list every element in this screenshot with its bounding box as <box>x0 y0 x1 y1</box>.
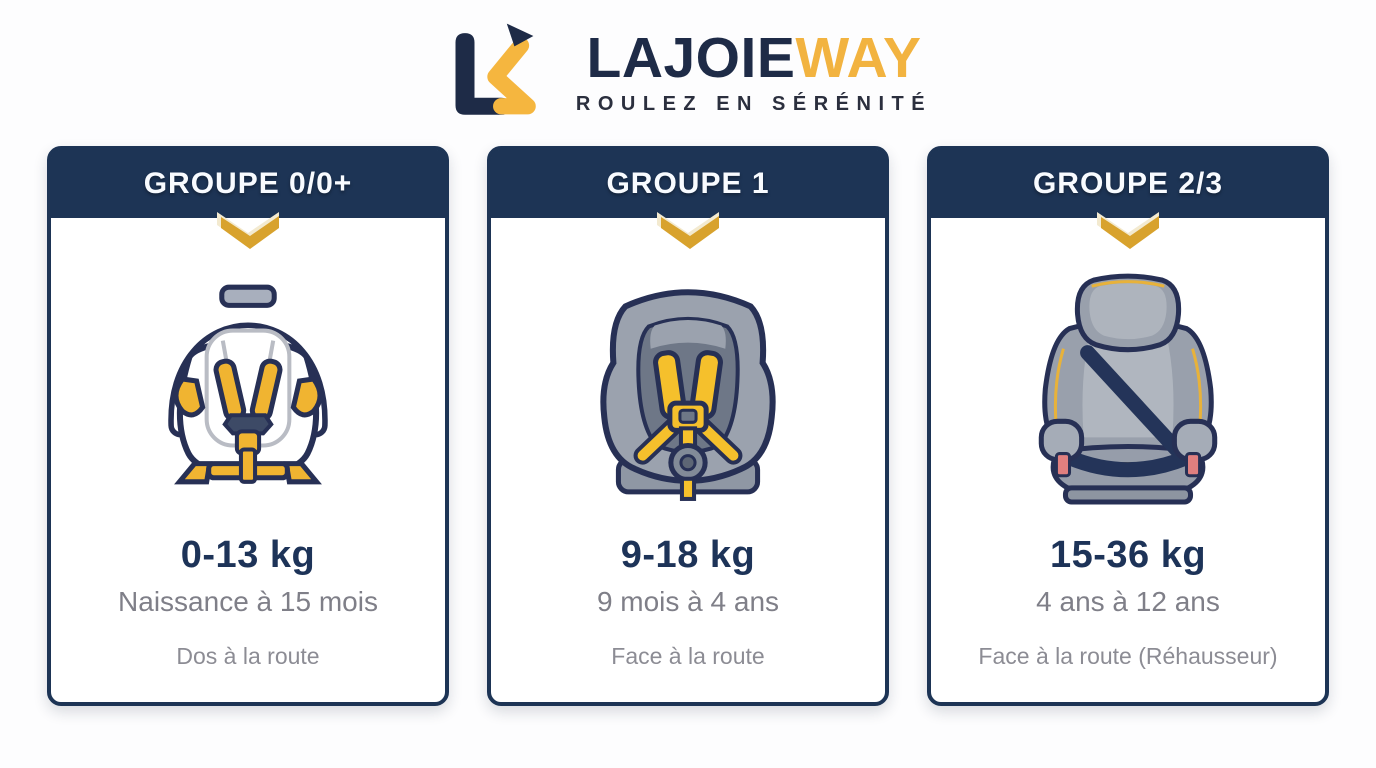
brand-name: LAJOIEWAY <box>587 30 922 87</box>
booster-seat-illustration <box>1038 273 1218 505</box>
orientation-label: Face à la route (Réhausseur) <box>978 643 1278 669</box>
orientation-label: Dos à la route <box>176 643 320 669</box>
orientation-label: Face à la route <box>611 643 765 669</box>
brand-tagline: ROULEZ EN SÉRÉNITÉ <box>575 93 933 115</box>
brand-text-block: LAJOIEWAY ROULEZ EN SÉRÉNITÉ <box>576 30 932 116</box>
card-body: 9-18 kg 9 mois à 4 ans Face à la route <box>491 264 885 670</box>
group-title: GROUPE 2/3 <box>1032 167 1224 200</box>
card-header: GROUPE 1 <box>491 150 885 218</box>
weight-range: 15-36 kg <box>1049 534 1207 576</box>
brand-logo: LAJOIEWAY ROULEZ EN SÉRÉNITÉ <box>0 0 1376 146</box>
chevron-down-icon <box>1097 212 1159 249</box>
brand-logo-route-icon <box>455 23 536 115</box>
card-header: GROUPE 0/0+ <box>51 150 445 218</box>
chevron-down-icon <box>657 212 719 249</box>
weight-range: 9-18 kg <box>620 534 756 576</box>
brand-name-secondary: WAY <box>795 26 922 90</box>
age-range: 9 mois à 4 ans <box>596 586 780 617</box>
card-body: 0-13 kg Naissance à 15 mois Dos à la rou… <box>51 264 445 670</box>
card-body: 15-36 kg 4 ans à 12 ans Face à la route … <box>931 264 1325 670</box>
card-groupe-1: GROUPE 1 <box>487 146 889 706</box>
weight-range: 0-13 kg <box>180 534 316 576</box>
brand-name-primary: LAJOIE <box>586 26 796 90</box>
chevron-down-icon <box>217 212 279 249</box>
age-range: Naissance à 15 mois <box>118 586 378 617</box>
forward-facing-seat-illustration <box>600 289 776 501</box>
group-title: GROUPE 1 <box>606 167 770 200</box>
card-groupe-0: GROUPE 0/0+ <box>47 146 449 706</box>
group-title: GROUPE 0/0+ <box>143 167 353 200</box>
card-groupe-2-3: GROUPE 2/3 <box>927 146 1329 706</box>
infant-carrier-illustration <box>168 284 328 485</box>
age-range: 4 ans à 12 ans <box>1036 586 1220 617</box>
card-header: GROUPE 2/3 <box>931 150 1325 218</box>
groups-row: GROUPE 0/0+ <box>0 146 1376 706</box>
